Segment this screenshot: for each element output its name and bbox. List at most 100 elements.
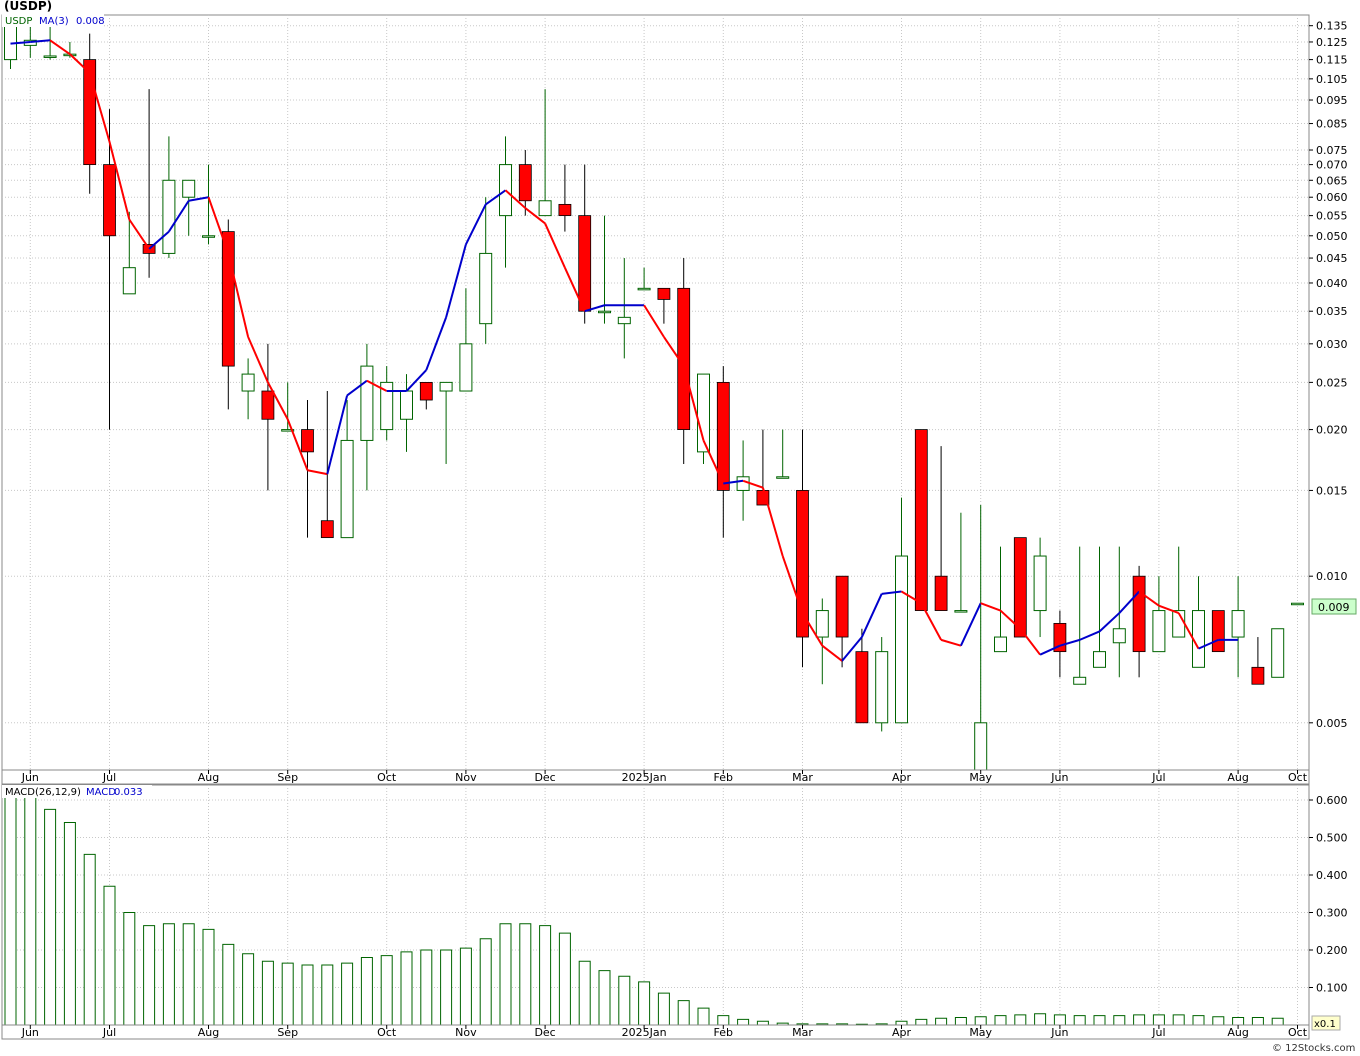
candle-body-down xyxy=(261,390,275,420)
candle-body-up xyxy=(875,651,889,724)
candle-body-down xyxy=(934,575,948,611)
ma-segment xyxy=(49,39,71,55)
candle xyxy=(320,391,334,539)
price-x-tick-label: Jun xyxy=(1050,771,1068,784)
macd-bar xyxy=(202,928,215,1026)
candle-body-up xyxy=(954,610,968,613)
price-y-tick-label: 0.135 xyxy=(1316,20,1348,33)
macd-bar xyxy=(63,822,76,1026)
candle xyxy=(439,381,453,464)
price-legend-bg xyxy=(2,14,104,27)
candle-body-down xyxy=(103,164,116,237)
macd-bar xyxy=(598,970,611,1026)
candle xyxy=(1112,546,1126,678)
candle xyxy=(815,598,829,685)
ma-segment xyxy=(524,207,546,225)
macd-bar xyxy=(242,953,255,1026)
ma-segment xyxy=(366,379,388,392)
candle-body-down xyxy=(657,287,671,300)
price-legend-ma-label: MA(3) xyxy=(39,16,69,27)
ma-segment xyxy=(307,469,328,476)
candle-body-down xyxy=(835,575,849,638)
ma-segment xyxy=(10,40,31,45)
price-x-tick-label: Feb xyxy=(714,771,733,784)
candle-body-up xyxy=(1271,628,1285,678)
price-x-tick-label: Apr xyxy=(892,771,912,784)
candle-body-down xyxy=(320,520,334,539)
candle xyxy=(835,575,849,668)
ma-segment xyxy=(900,590,922,605)
candle xyxy=(380,366,394,441)
candle-body-up xyxy=(499,164,512,217)
macd-bar xyxy=(44,808,57,1026)
ma-segment xyxy=(821,644,843,662)
macd-x-tick-label: Mar xyxy=(792,1026,813,1039)
candle-body-up xyxy=(479,252,493,325)
candle-body-up xyxy=(360,365,374,441)
candle-body-up xyxy=(1152,610,1166,653)
ma-segment xyxy=(544,223,566,269)
price-x-tick-label: Mar xyxy=(792,771,813,784)
macd-x-axis-bg xyxy=(1,1024,1310,1040)
candle xyxy=(142,89,156,278)
candle-body-down xyxy=(716,381,730,491)
price-moving-average xyxy=(10,39,1239,662)
price-y-tick-label: 0.005 xyxy=(1316,717,1348,730)
macd-legend-title: MACD(26,12,9) xyxy=(5,787,81,798)
macd-bar xyxy=(459,947,472,1026)
price-y-tick-label: 0.045 xyxy=(1316,252,1348,265)
candle xyxy=(400,374,413,452)
candle-body-down xyxy=(914,429,928,611)
macd-grid xyxy=(2,785,1309,1025)
macd-bar xyxy=(103,885,116,1026)
candle-body-up xyxy=(994,636,1007,653)
ma-segment xyxy=(920,602,942,641)
price-x-tick-label: 2025Jan xyxy=(622,771,667,784)
macd-bar xyxy=(657,992,670,1026)
macd-y-tick-label: 0.100 xyxy=(1316,982,1348,995)
price-y-tick-label: 0.075 xyxy=(1316,144,1348,157)
ma-segment xyxy=(30,39,51,43)
last-value-box xyxy=(1311,598,1357,615)
price-y-tick-label: 0.125 xyxy=(1316,36,1348,49)
macd-y-tick-label: 0.400 xyxy=(1316,869,1348,882)
macd-bar xyxy=(1271,1017,1284,1026)
price-y-tick-label: 0.020 xyxy=(1316,424,1348,437)
price-legend-symbol: USDP xyxy=(5,16,32,27)
ma-segment xyxy=(881,590,902,595)
macd-x-tick-label: Jun xyxy=(1050,1026,1068,1039)
macd-bar xyxy=(1232,1017,1245,1026)
candle-body-up xyxy=(1033,555,1047,612)
price-x-tick-label: Jun xyxy=(21,771,39,784)
candle-body-up xyxy=(1291,602,1304,606)
ma-segment xyxy=(643,304,665,338)
macd-bar xyxy=(1113,1015,1126,1026)
ma-segment xyxy=(168,200,190,233)
price-y-tick-label: 0.065 xyxy=(1316,174,1348,187)
ma-segment xyxy=(801,612,824,647)
ma-segment xyxy=(425,316,448,371)
macd-x-tick-label: Sep xyxy=(277,1026,298,1039)
candle xyxy=(1251,637,1265,685)
candle-body-down xyxy=(558,203,572,217)
candle xyxy=(657,287,671,324)
candle xyxy=(360,343,374,491)
ma-segment xyxy=(860,593,883,638)
ma-segment xyxy=(504,189,526,209)
price-legend-ma-value: 0.008 xyxy=(76,16,105,27)
candle xyxy=(914,429,928,611)
candle-body-up xyxy=(122,267,136,295)
candle xyxy=(340,400,354,539)
macd-bar xyxy=(400,951,413,1026)
macd-bar xyxy=(1152,1014,1165,1026)
candle-body-down xyxy=(419,381,433,401)
macd-x-tick-label: May xyxy=(969,1026,992,1039)
candle-body-down xyxy=(578,215,592,312)
price-y-tick-label: 0.035 xyxy=(1316,305,1348,318)
macd-x-tick-label: Feb xyxy=(714,1026,733,1039)
candle-body-up xyxy=(162,179,176,254)
candle xyxy=(756,429,770,506)
ma-segment xyxy=(1019,628,1041,656)
macd-bar xyxy=(499,923,512,1026)
